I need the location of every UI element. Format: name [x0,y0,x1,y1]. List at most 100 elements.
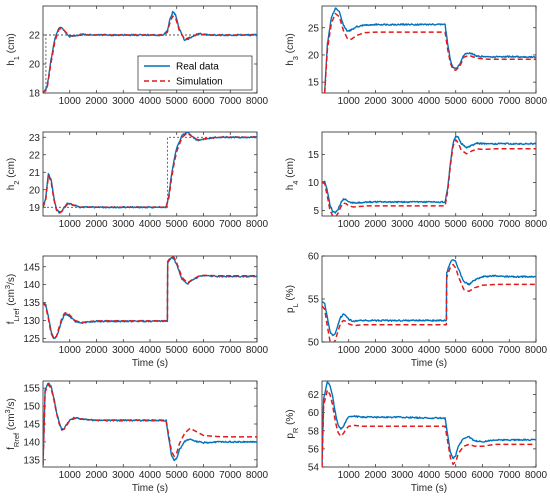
y-axis-label-part-0: p [285,307,296,313]
x-tick-label: 6000 [192,96,215,107]
y-axis-label-part-0: h [285,60,296,66]
y-tick-label: 55 [308,295,320,306]
y-axis-label: h2 (cm) [6,158,21,191]
x-tick-label: 7000 [498,470,521,481]
series-line-simulation [43,256,257,340]
x-tick-label: 7000 [219,96,242,107]
x-tick-label: 8000 [525,470,548,481]
y-tick-label: 22 [29,150,41,161]
series-line-real-data [322,381,536,467]
x-tick-label: 6000 [471,96,494,107]
x-tick-label: 8000 [246,96,269,107]
x-tick-label: 4000 [139,219,162,230]
axes-box [42,380,258,468]
y-tick-label: 140 [23,280,40,291]
x-tick-label: 6000 [471,345,494,356]
y-tick-label: 155 [23,384,40,395]
y-tick-label: 23 [29,133,41,144]
data-layer [43,256,257,340]
x-tick-label: 1000 [338,219,361,230]
data-layer [43,132,257,215]
x-tick-label: 4000 [139,345,162,356]
y-axis-label: pL (%) [285,285,300,313]
x-tick-label: 8000 [246,470,269,481]
legend-label-real-data: Real data [176,62,219,73]
y-axis-label-part-1: Rref [12,432,21,447]
y-tick-label: 62 [308,390,320,401]
y-axis-label-part-2: (cm) [6,33,17,56]
y-axis-label: pR (%) [285,409,300,438]
y-axis-label-part-0: h [285,185,296,191]
x-tick-label: 2000 [364,96,387,107]
panel-h1: 1000 2000 3000 4000 5000 6000 7000 8000182022h1… [6,5,269,107]
x-axis-label: Time (s) [411,483,447,494]
x-tick-label: 1000 [338,470,361,481]
x-tick-label: 8000 [525,219,548,230]
panel-pR: 1000 2000 3000 4000 5000 6000 7000 800054565860… [285,380,548,494]
legend-box [137,55,253,91]
y-axis-label: fRref (cm3/s) [3,398,21,450]
y-axis-label-part-2: (cm) [6,158,17,181]
panel-h3: 1000 2000 3000 4000 5000 6000 7000 8000152025h3… [285,5,548,107]
x-tick-label: 1000 [338,96,361,107]
series-line-real-data [324,7,536,93]
y-tick-label: 145 [23,262,40,273]
y-axis-label-part-3: 3 [3,285,12,289]
y-tick-label: 56 [308,444,320,455]
y-axis-label-part-2: (%) [285,409,296,427]
x-tick-label: 5000 [166,470,189,481]
x-tick-label: 2000 [364,219,387,230]
y-axis-label: h1 (cm) [6,33,21,66]
y-axis-label: h4 (cm) [285,158,300,191]
x-tick-label: 4000 [139,470,162,481]
data-layer [322,259,536,342]
x-tick-label: 8000 [525,345,548,356]
x-tick-label: 1000 [59,470,82,481]
y-tick-label: 15 [308,78,320,89]
y-axis-label-part-0: p [285,433,296,439]
y-axis-label-part-3: 3 [3,409,12,413]
y-tick-label: 21 [29,168,41,179]
x-tick-label: 1000 [338,345,361,356]
y-tick-label: 58 [308,426,320,437]
x-tick-label: 3000 [391,345,414,356]
y-tick-label: 5 [313,206,319,217]
x-tick-label: 1000 [59,96,82,107]
panel-fRref: 1000 2000 3000 4000 5000 6000 7000 800013514014… [3,380,269,494]
y-tick-label: 145 [23,420,40,431]
axes-box [42,131,258,217]
y-tick-label: 18 [29,89,41,100]
y-axis-label-part-4: /s) [6,398,17,409]
y-tick-label: 19 [29,203,41,214]
y-tick-label: 135 [23,298,40,309]
y-axis-label-part-2: (cm) [285,158,296,181]
series-line-real-data [322,135,536,214]
x-tick-label: 3000 [112,96,135,107]
x-tick-label: 3000 [112,470,135,481]
x-tick-label: 5000 [166,345,189,356]
panel-h2: 1000 2000 3000 4000 5000 6000 7000 800019202122… [6,131,269,230]
x-tick-label: 7000 [498,345,521,356]
x-tick-label: 7000 [498,219,521,230]
x-tick-label: 3000 [391,219,414,230]
x-tick-label: 5000 [445,96,468,107]
y-axis-label-part-2: (%) [285,285,296,303]
y-axis-label-part-2: (cm [6,289,17,308]
y-axis-label-part-1: L [291,303,300,307]
series-line-simulation [322,263,536,342]
y-axis-label-part-0: f [6,321,17,324]
y-axis-label-part-0: h [6,60,17,66]
x-tick-label: 5000 [445,345,468,356]
x-tick-label: 7000 [498,96,521,107]
panel-fLref: 1000 2000 3000 4000 5000 6000 7000 800012513013… [3,255,269,369]
x-tick-label: 1000 [59,345,82,356]
x-tick-label: 2000 [85,470,108,481]
series-line-real-data [43,382,257,466]
y-tick-label: 15 [308,150,320,161]
x-tick-label: 5000 [445,470,468,481]
x-tick-label: 7000 [219,219,242,230]
x-tick-label: 6000 [192,345,215,356]
axes-box [321,5,537,94]
x-tick-label: 6000 [471,219,494,230]
y-tick-label: 50 [308,338,320,349]
